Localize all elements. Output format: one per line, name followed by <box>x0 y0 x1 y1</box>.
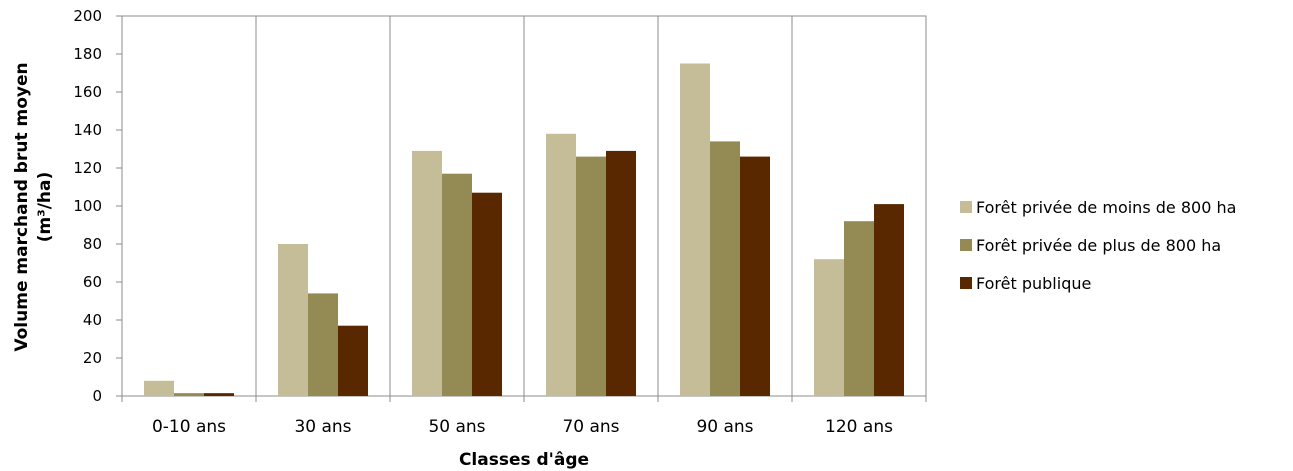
y-axis-title-line1: Volume marchand brut moyen <box>12 62 32 351</box>
y-axis-ticks: 0 20 40 60 80 100 120 140 160 180 200 <box>73 7 122 405</box>
bar <box>472 192 502 396</box>
bar <box>144 380 174 396</box>
legend-swatch <box>960 277 972 289</box>
bar <box>338 325 368 396</box>
y-tick-label: 0 <box>92 387 102 405</box>
bar <box>546 133 576 397</box>
bar <box>814 259 844 396</box>
bar <box>442 173 472 396</box>
y-tick-label: 120 <box>73 159 102 177</box>
y-tick-label: 200 <box>73 7 102 25</box>
y-tick-label: 140 <box>73 121 102 139</box>
x-tick-label: 70 ans <box>562 417 619 437</box>
bar <box>204 393 234 396</box>
y-tick-label: 40 <box>83 311 102 329</box>
y-tick-label: 20 <box>83 349 102 367</box>
y-tick-label: 100 <box>73 197 102 215</box>
plot-frame <box>121 15 927 402</box>
bar <box>874 204 904 396</box>
bar <box>710 141 740 396</box>
bars <box>144 63 904 397</box>
legend-label: Forêt privée de plus de 800 ha <box>976 236 1221 255</box>
y-tick-label: 60 <box>83 273 102 291</box>
x-axis-categories: 0-10 ans 30 ans 50 ans 70 ans 90 ans 120 ans <box>152 417 893 437</box>
bar <box>412 150 442 396</box>
legend-label: Forêt publique <box>976 274 1091 293</box>
bar <box>740 156 770 396</box>
bar <box>680 63 710 396</box>
bar <box>278 244 308 396</box>
bar <box>844 221 874 396</box>
legend-label: Forêt privée de moins de 800 ha <box>976 198 1236 217</box>
x-axis-title: Classes d'âge <box>459 450 589 470</box>
bar <box>606 150 636 396</box>
x-tick-label: 90 ans <box>696 417 753 437</box>
x-tick-label: 120 ans <box>825 417 893 437</box>
y-tick-label: 160 <box>73 83 102 101</box>
bar <box>308 293 338 396</box>
x-tick-label: 50 ans <box>428 417 485 437</box>
x-tick-label: 30 ans <box>294 417 351 437</box>
y-tick-label: 180 <box>73 45 102 63</box>
bar <box>576 156 606 396</box>
y-tick-label: 80 <box>83 235 102 253</box>
legend-swatch <box>960 239 972 251</box>
legend: Forêt privée de moins de 800 ha Forêt pri… <box>960 198 1236 293</box>
bar <box>174 393 204 396</box>
x-tick-label: 0-10 ans <box>152 417 226 437</box>
legend-swatch <box>960 201 972 213</box>
y-axis-title-line2: (m³/ha) <box>35 172 55 242</box>
